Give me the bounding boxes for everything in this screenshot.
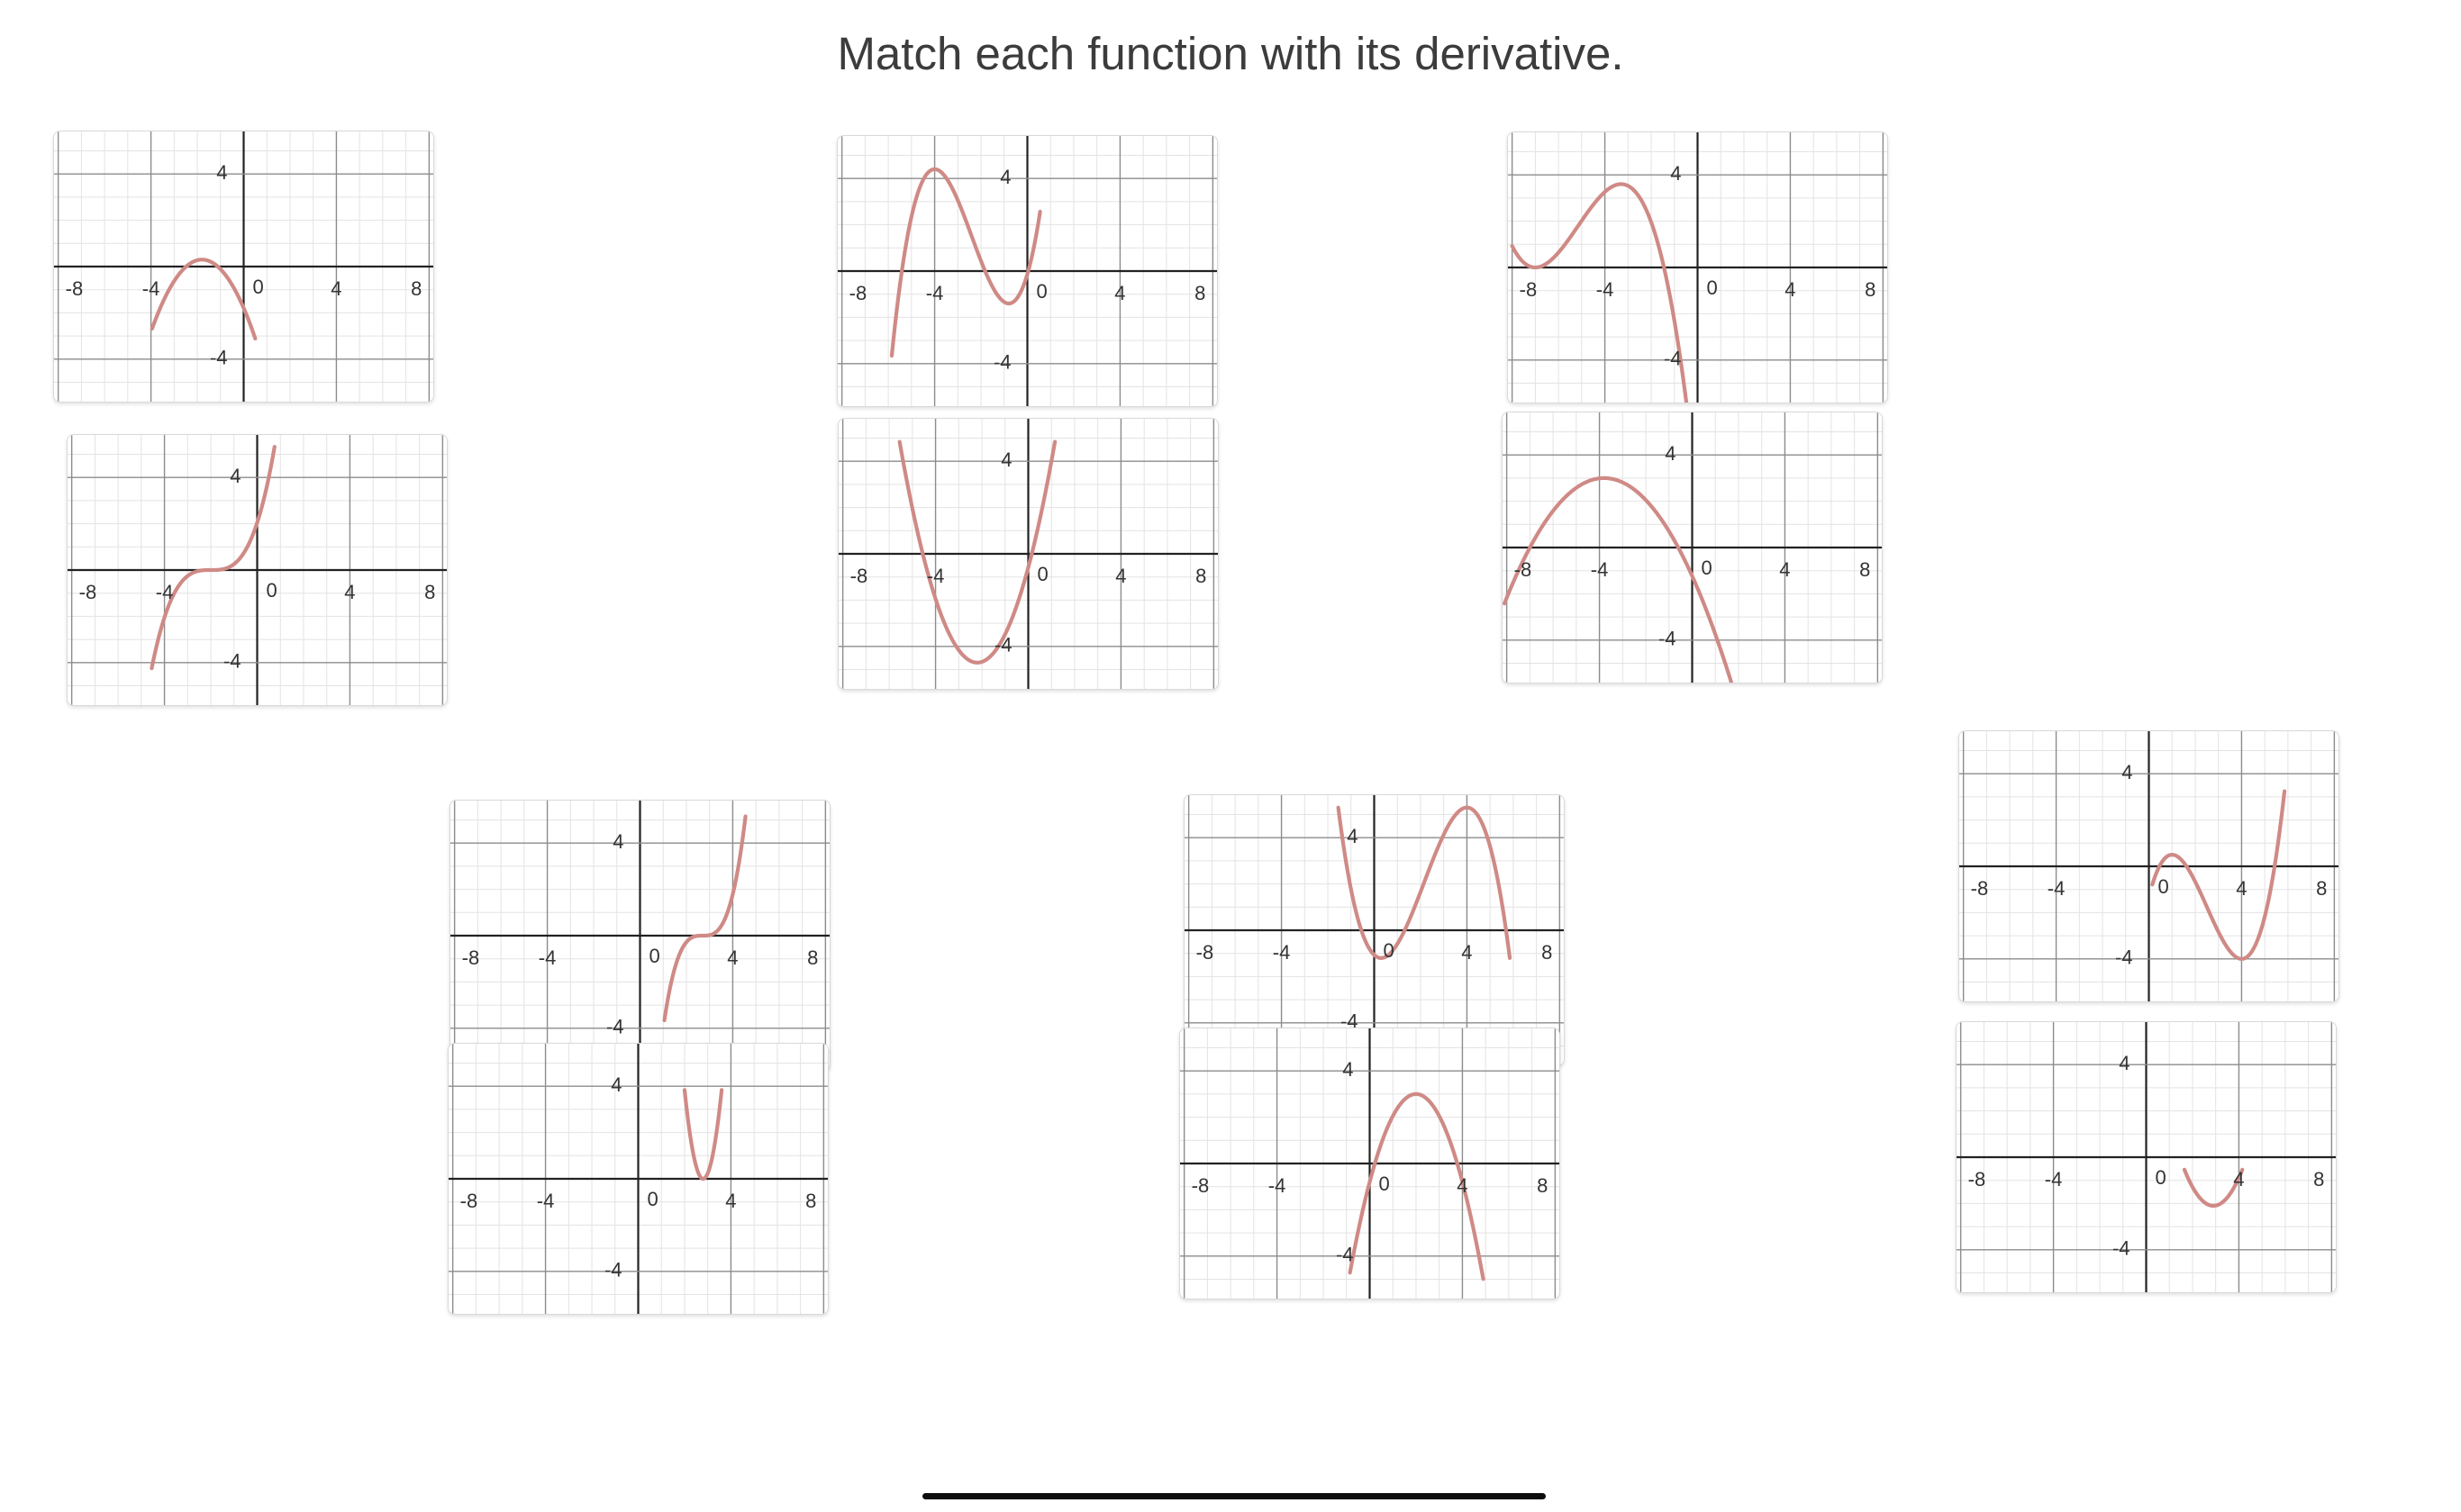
svg-text:4: 4 xyxy=(1784,278,1795,301)
svg-text:0: 0 xyxy=(253,276,264,298)
svg-text:-4: -4 xyxy=(994,351,1012,374)
svg-text:0: 0 xyxy=(648,1188,658,1210)
svg-text:-8: -8 xyxy=(850,565,868,587)
svg-text:-4: -4 xyxy=(156,581,174,603)
svg-text:4: 4 xyxy=(1665,442,1675,465)
svg-text:0: 0 xyxy=(1038,563,1049,585)
svg-text:8: 8 xyxy=(1865,278,1875,301)
svg-text:8: 8 xyxy=(411,277,422,300)
svg-text:-8: -8 xyxy=(1968,1168,1986,1191)
svg-text:4: 4 xyxy=(727,946,738,969)
svg-text:-4: -4 xyxy=(2112,1237,2130,1260)
svg-text:-4: -4 xyxy=(2115,946,2133,969)
svg-text:0: 0 xyxy=(1037,280,1048,303)
svg-text:0: 0 xyxy=(1384,939,1394,962)
svg-text:4: 4 xyxy=(1779,558,1790,581)
svg-text:-4: -4 xyxy=(1273,941,1291,964)
svg-text:8: 8 xyxy=(805,1190,816,1212)
svg-text:4: 4 xyxy=(611,1073,622,1096)
svg-text:-8: -8 xyxy=(1196,941,1214,964)
svg-text:0: 0 xyxy=(1379,1172,1390,1195)
svg-text:0: 0 xyxy=(2158,875,2169,898)
svg-text:8: 8 xyxy=(1859,558,1870,581)
svg-text:-4: -4 xyxy=(1591,558,1609,581)
svg-text:-4: -4 xyxy=(2045,1168,2063,1191)
svg-text:4: 4 xyxy=(1670,162,1681,185)
svg-text:-8: -8 xyxy=(1514,558,1532,581)
svg-text:4: 4 xyxy=(1342,1058,1353,1081)
svg-text:-8: -8 xyxy=(462,946,480,969)
svg-text:-4: -4 xyxy=(210,347,228,369)
svg-text:8: 8 xyxy=(1194,282,1205,304)
svg-text:8: 8 xyxy=(2316,877,2327,900)
svg-text:4: 4 xyxy=(2233,1168,2244,1191)
svg-text:-8: -8 xyxy=(1971,877,1989,900)
svg-text:8: 8 xyxy=(1195,565,1206,587)
svg-text:4: 4 xyxy=(2236,877,2247,900)
svg-text:-4: -4 xyxy=(2048,877,2066,900)
svg-text:4: 4 xyxy=(344,581,355,603)
svg-text:4: 4 xyxy=(230,465,241,487)
svg-text:8: 8 xyxy=(2313,1168,2324,1191)
svg-text:-4: -4 xyxy=(1336,1244,1354,1266)
svg-text:-4: -4 xyxy=(604,1259,622,1281)
svg-text:4: 4 xyxy=(1000,166,1011,188)
svg-text:-8: -8 xyxy=(849,282,867,304)
svg-text:-8: -8 xyxy=(460,1190,478,1212)
svg-text:-4: -4 xyxy=(606,1016,624,1038)
svg-text:4: 4 xyxy=(216,161,227,184)
svg-text:-4: -4 xyxy=(537,1190,555,1212)
svg-text:4: 4 xyxy=(1461,941,1472,964)
svg-text:-4: -4 xyxy=(926,282,944,304)
svg-text:4: 4 xyxy=(2121,761,2132,783)
svg-text:4: 4 xyxy=(725,1190,736,1212)
svg-text:0: 0 xyxy=(267,579,277,602)
svg-text:4: 4 xyxy=(331,277,341,300)
svg-text:-4: -4 xyxy=(1658,628,1676,650)
svg-text:-4: -4 xyxy=(223,650,241,673)
svg-text:4: 4 xyxy=(1347,825,1358,847)
svg-text:8: 8 xyxy=(1537,1174,1548,1197)
svg-text:-4: -4 xyxy=(539,946,557,969)
svg-text:4: 4 xyxy=(2119,1052,2130,1074)
svg-text:-4: -4 xyxy=(142,277,160,300)
svg-text:4: 4 xyxy=(1001,448,1012,471)
svg-text:-4: -4 xyxy=(1664,348,1682,370)
svg-text:8: 8 xyxy=(807,946,818,969)
svg-text:8: 8 xyxy=(1541,941,1552,964)
svg-text:0: 0 xyxy=(649,945,660,967)
svg-text:4: 4 xyxy=(1114,282,1125,304)
svg-text:0: 0 xyxy=(1707,276,1718,299)
svg-text:0: 0 xyxy=(2156,1166,2166,1189)
svg-text:-8: -8 xyxy=(66,277,84,300)
svg-text:4: 4 xyxy=(613,830,623,853)
svg-text:-8: -8 xyxy=(79,581,97,603)
svg-text:-8: -8 xyxy=(1192,1174,1210,1197)
svg-text:0: 0 xyxy=(1702,557,1712,579)
svg-text:-4: -4 xyxy=(1596,278,1614,301)
svg-text:4: 4 xyxy=(1115,565,1126,587)
svg-text:4: 4 xyxy=(1457,1174,1467,1197)
svg-text:8: 8 xyxy=(424,581,435,603)
svg-text:-8: -8 xyxy=(1520,278,1538,301)
svg-text:-4: -4 xyxy=(994,634,1013,656)
svg-text:-4: -4 xyxy=(1268,1174,1286,1197)
svg-text:-4: -4 xyxy=(927,565,945,587)
